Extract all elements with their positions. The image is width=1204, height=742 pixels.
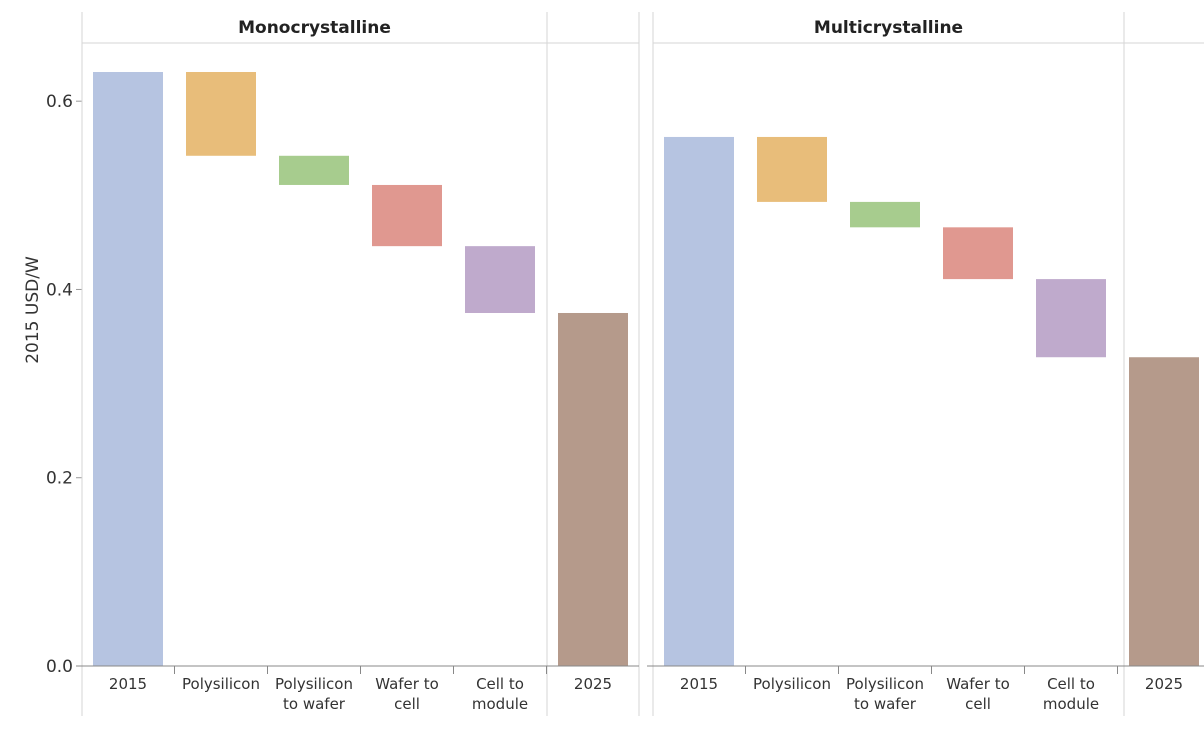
y-axis-label: 2015 USD/W [23, 256, 43, 364]
bar [664, 136, 734, 666]
panel-title: Monocrystalline [238, 18, 391, 38]
panel: Multicrystalline 2015 Polysilicon Polysilic… [647, 12, 1204, 716]
bar [93, 72, 163, 666]
y-axis-label-group: 2015 USD/W [23, 256, 43, 364]
x-tick-label: Wafer to [946, 675, 1010, 693]
x-tick-label: module [1043, 695, 1099, 713]
panels: Monocrystalline 2015 Polysilicon Polysilico… [76, 12, 1204, 716]
x-tick-label: 2025 [1145, 675, 1183, 693]
x-tick-label: Polysilicon [275, 675, 353, 693]
x-tick-label: to wafer [283, 695, 346, 713]
x-tick-label: cell [965, 695, 991, 713]
bar [186, 72, 256, 156]
bar [757, 136, 827, 202]
y-tick-label: 0.6 [46, 92, 73, 112]
x-tick-label: 2025 [574, 675, 612, 693]
x-tick-label: 2015 [680, 675, 718, 693]
y-tick-label: 0.4 [46, 280, 73, 300]
x-tick-label: Polysilicon [846, 675, 924, 693]
x-tick-label: module [472, 695, 528, 713]
x-tick-label: cell [394, 695, 420, 713]
bar [558, 312, 628, 666]
bar [943, 227, 1013, 280]
x-tick-label: Cell to [476, 675, 524, 693]
y-tick-label: 0.2 [46, 469, 73, 489]
panel: Monocrystalline 2015 Polysilicon Polysilico… [76, 12, 640, 716]
x-tick-label: Wafer to [375, 675, 439, 693]
bar [372, 184, 442, 247]
bar [1036, 279, 1106, 358]
x-tick-label: Polysilicon [753, 675, 831, 693]
bar [465, 246, 535, 313]
y-tick-label: 0.0 [46, 657, 73, 677]
panel-title: Multicrystalline [814, 18, 963, 38]
x-tick-label: Polysilicon [182, 675, 260, 693]
x-tick-label: 2015 [109, 675, 147, 693]
bar [279, 155, 349, 185]
bar [1129, 357, 1199, 666]
y-axis: 0.0 0.2 0.4 0.6 [46, 92, 82, 677]
x-tick-label: Cell to [1047, 675, 1095, 693]
x-tick-label: to wafer [854, 695, 917, 713]
bar [850, 201, 920, 228]
